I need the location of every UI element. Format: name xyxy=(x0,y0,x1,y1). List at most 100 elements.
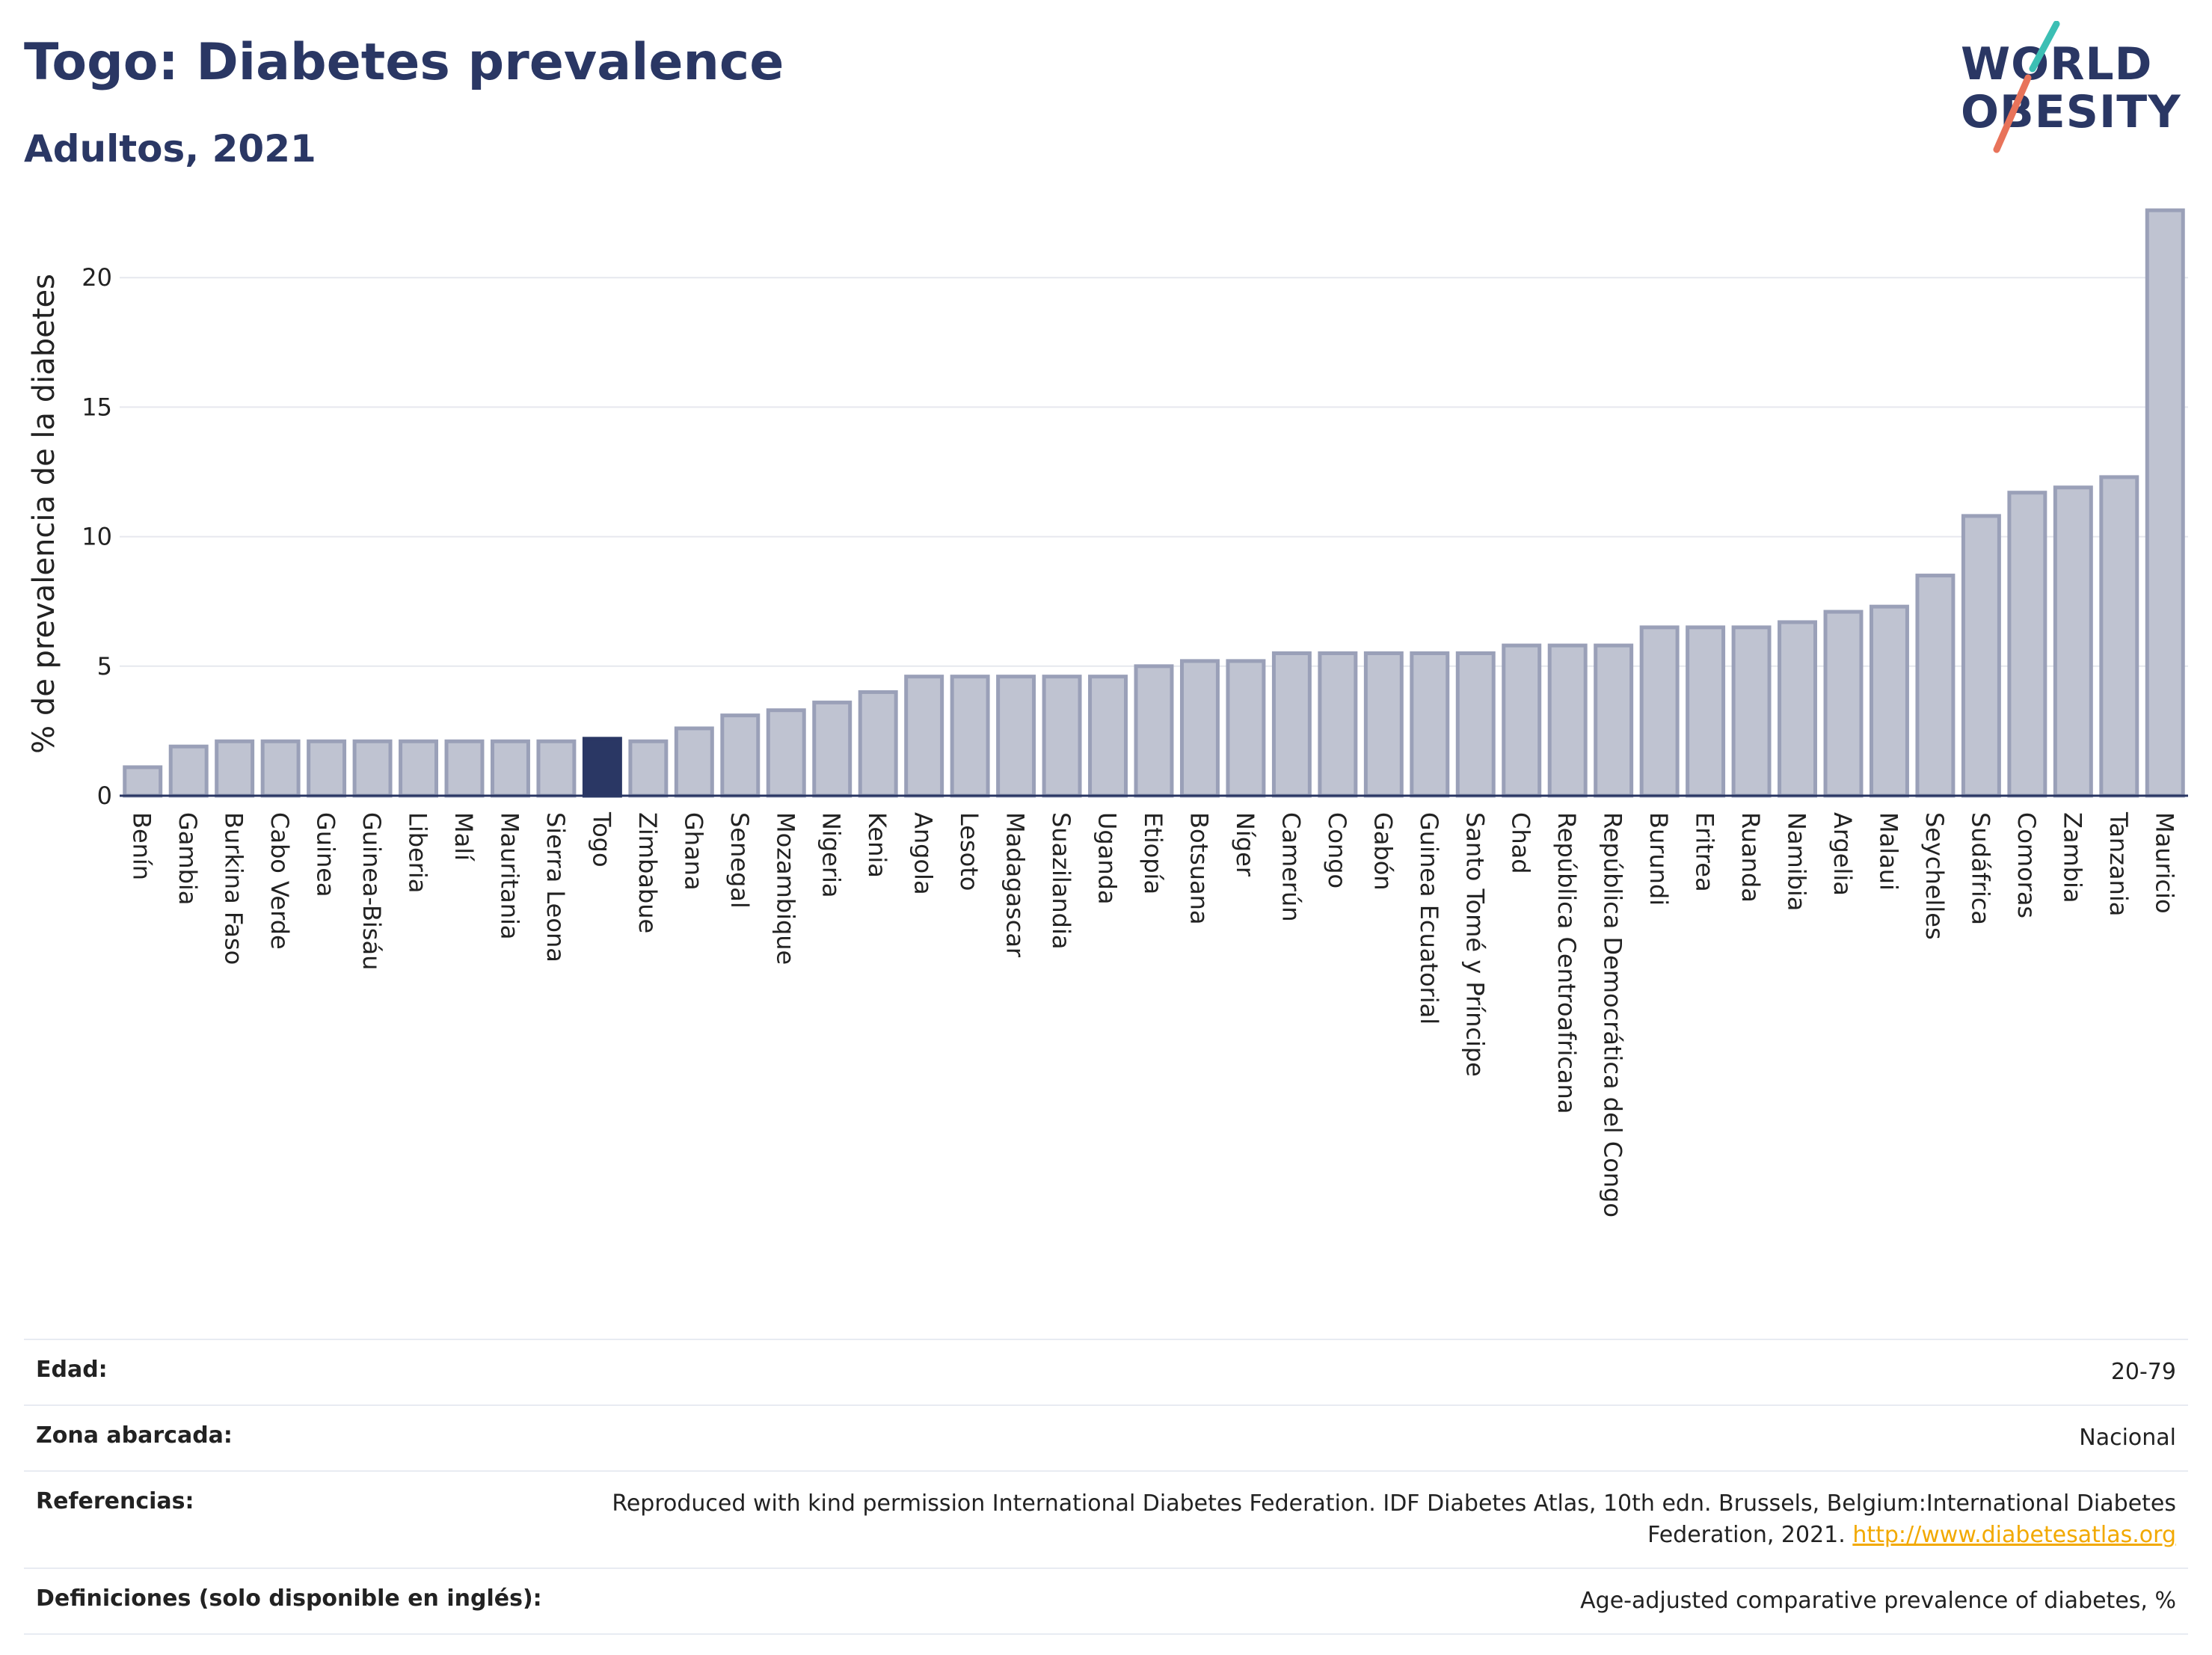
bar xyxy=(1410,651,1450,798)
meta-row-references: Referencias: Reproduced with kind permis… xyxy=(24,1470,2188,1568)
x-category-label: Botsuana xyxy=(1185,812,1213,925)
bar xyxy=(1179,659,1220,798)
bar xyxy=(766,708,806,798)
bar xyxy=(1961,514,2001,798)
x-category-label: Argelia xyxy=(1828,812,1857,896)
bar xyxy=(123,765,163,798)
bar xyxy=(1869,604,1909,798)
x-category-label: Burkina Faso xyxy=(220,812,248,965)
x-category-label: Angola xyxy=(909,812,938,895)
x-category-label: Mauritania xyxy=(495,812,523,939)
y-axis-title: % de prevalencia de la diabetes xyxy=(27,274,61,754)
x-category-label: Sierra Leona xyxy=(541,812,570,962)
x-category-label: Congo xyxy=(1323,812,1351,888)
bar xyxy=(352,739,393,798)
metadata-table: Edad: 20-79 Zona abarcada: Nacional Refe… xyxy=(24,1339,2188,1635)
bar xyxy=(812,700,852,798)
y-tick-label: 15 xyxy=(82,393,112,421)
x-category-label: Mozambique xyxy=(771,812,799,965)
diabetes-atlas-link[interactable]: http://www.diabetesatlas.org xyxy=(1852,1522,2176,1548)
x-category-label: Sudáfrica xyxy=(1966,812,1994,925)
x-category-label: Malí xyxy=(449,812,478,862)
x-category-label: Guinea xyxy=(312,812,340,897)
meta-value-area: Nacional xyxy=(2079,1425,2176,1451)
x-category-label: Liberia xyxy=(404,812,432,893)
y-tick-label: 20 xyxy=(82,263,112,292)
x-category-label: Namibia xyxy=(1783,812,1811,911)
bar xyxy=(904,675,944,798)
bar xyxy=(1088,675,1128,798)
x-category-label: Lesoto xyxy=(955,812,983,891)
bar xyxy=(536,739,577,798)
bar xyxy=(215,739,255,798)
bar xyxy=(1731,625,1772,798)
bar xyxy=(2145,208,2185,798)
x-axis-categories: Benín Gambia Burkina Faso Cabo Verde Guinea G… xyxy=(128,811,2179,1218)
world-obesity-logo: WORLD OBESITY xyxy=(1944,21,2199,163)
x-category-label: Burundi xyxy=(1644,812,1673,906)
logo-word-obesity: OBESITY xyxy=(1961,86,2181,138)
x-category-label: Comoras xyxy=(2012,812,2041,918)
x-category-label: Kenia xyxy=(863,812,891,878)
meta-label-definitions: Definiciones (solo disponible en inglés)… xyxy=(36,1585,542,1612)
x-category-label: Gabón xyxy=(1368,812,1397,891)
bar xyxy=(307,739,347,798)
bar xyxy=(260,739,301,798)
bar xyxy=(490,739,530,798)
bar xyxy=(1042,675,1082,798)
x-category-label: Benín xyxy=(128,812,156,880)
x-category-label: Chad xyxy=(1507,812,1535,874)
bar xyxy=(1823,610,1864,798)
bar xyxy=(950,675,990,798)
bar-highlighted xyxy=(582,737,622,798)
bar xyxy=(1271,651,1312,798)
x-category-label: Zimbabue xyxy=(633,812,662,933)
x-category-label: Etiopía xyxy=(1139,812,1167,894)
x-category-label: Togo xyxy=(587,811,615,868)
x-category-label: Santo Tomé y Príncipe xyxy=(1460,812,1489,1077)
bar xyxy=(674,726,714,798)
chart-subtitle: Adultos, 2021 xyxy=(24,127,316,171)
bars xyxy=(123,208,2185,798)
meta-value-age: 20-79 xyxy=(2110,1359,2176,1385)
x-category-label: República Centroafricana xyxy=(1552,812,1581,1114)
bar xyxy=(1134,664,1174,798)
meta-value-references: Reproduced with kind permission Internat… xyxy=(606,1488,2176,1551)
chart-title: Togo: Diabetes prevalence xyxy=(24,33,784,92)
bar xyxy=(1318,651,1358,798)
bar xyxy=(628,739,669,798)
y-tick-label: 10 xyxy=(82,523,112,551)
meta-row-definitions: Definiciones (solo disponible en inglés)… xyxy=(24,1568,2188,1635)
x-category-label: Guinea-Bisáu xyxy=(357,812,386,970)
x-category-label: Mauricio xyxy=(2150,812,2178,914)
bar xyxy=(720,713,761,798)
meta-label-age: Edad: xyxy=(36,1357,108,1383)
x-category-label: Suazilandia xyxy=(1047,812,1075,949)
meta-value-definitions: Age-adjusted comparative prevalence of d… xyxy=(1580,1588,2176,1614)
x-category-label: Eritrea xyxy=(1691,812,1719,892)
bar xyxy=(1363,651,1404,798)
x-category-label: Ruanda xyxy=(1736,812,1765,903)
meta-row-area: Zona abarcada: Nacional xyxy=(24,1404,2188,1470)
bar xyxy=(399,739,439,798)
y-tick-label: 5 xyxy=(97,652,112,681)
x-category-label: Senegal xyxy=(725,812,754,909)
y-axis-ticks: 0 5 10 15 20 xyxy=(82,263,112,810)
x-category-label: Guinea Ecuatorial xyxy=(1415,812,1443,1025)
y-tick-label: 0 xyxy=(97,782,112,810)
x-category-label: Níger xyxy=(1231,812,1259,877)
x-category-label: Camerún xyxy=(1276,812,1305,922)
x-category-label: Madagascar xyxy=(1001,812,1030,958)
bar xyxy=(1502,643,1542,798)
x-category-label: Tanzania xyxy=(2104,811,2133,916)
bar-chart: 0 5 10 15 20 Benín Gambia Burkina Faso Cabo Ver… xyxy=(27,208,2188,1218)
bar xyxy=(2007,491,2047,798)
x-category-label: Seychelles xyxy=(1920,812,1949,940)
bar xyxy=(168,744,209,798)
bar xyxy=(858,690,898,798)
logo-slash-icon xyxy=(1993,21,2060,153)
meta-label-references: Referencias: xyxy=(36,1488,194,1514)
bar xyxy=(1594,643,1634,798)
x-category-label: Uganda xyxy=(1093,812,1122,905)
references-text: Reproduced with kind permission Internat… xyxy=(612,1490,2176,1548)
